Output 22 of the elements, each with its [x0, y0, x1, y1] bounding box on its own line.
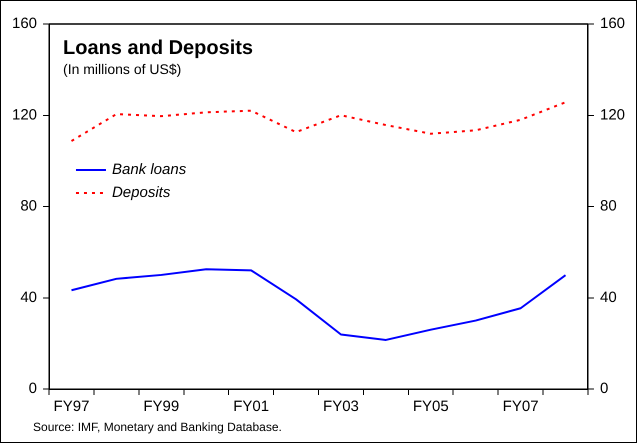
- y2-tick-label: 120: [600, 106, 626, 124]
- source-note: Source: IMF, Monetary and Banking Database.: [33, 420, 282, 434]
- x-tick-label: FY97: [54, 398, 90, 416]
- x-tick-label: FY01: [233, 398, 270, 416]
- x-tick-label: FY07: [502, 398, 539, 416]
- legend-label: Deposits: [112, 184, 171, 202]
- y-tick-label: 40: [20, 288, 38, 306]
- legend-label: Bank loans: [112, 161, 187, 178]
- y2-tick-label: 80: [600, 198, 617, 215]
- y-tick-label: 160: [12, 15, 38, 32]
- y-tick-label: 0: [28, 380, 38, 398]
- y2-tick-label: 40: [600, 288, 617, 306]
- y2-tick-label: 160: [600, 15, 626, 32]
- y-tick-label: 80: [20, 198, 38, 215]
- text: Loans and Deposits: [63, 37, 254, 59]
- y2-tick-label: 0: [600, 380, 608, 398]
- text: (In millions of US$): [63, 61, 182, 77]
- x-tick-label: FY99: [143, 398, 180, 416]
- x-tick-label: FY05: [412, 398, 449, 416]
- y-tick-label: 120: [12, 106, 38, 124]
- x-tick-label: FY03: [323, 398, 359, 416]
- line-series: [70, 101, 567, 142]
